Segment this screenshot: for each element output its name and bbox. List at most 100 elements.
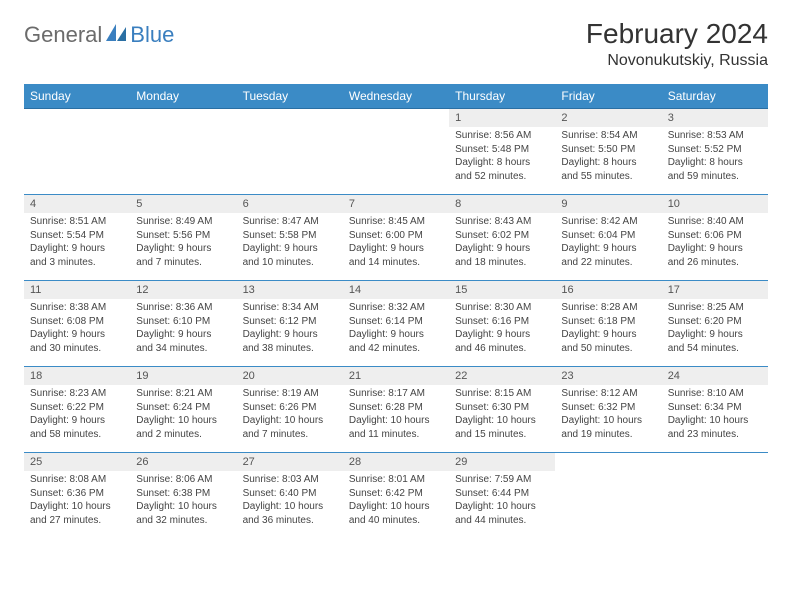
- sunset-line: Sunset: 5:50 PM: [561, 143, 655, 157]
- calendar-week-row: 11Sunrise: 8:38 AMSunset: 6:08 PMDayligh…: [24, 281, 768, 367]
- day-number: 18: [24, 367, 130, 385]
- daylight-line: Daylight: 9 hours and 42 minutes.: [349, 328, 443, 355]
- calendar-table: SundayMondayTuesdayWednesdayThursdayFrid…: [24, 84, 768, 539]
- day-data: Sunrise: 8:36 AMSunset: 6:10 PMDaylight:…: [130, 299, 236, 359]
- sunrise-line: Sunrise: 8:56 AM: [455, 129, 549, 143]
- day-number: 25: [24, 453, 130, 471]
- sunrise-line: Sunrise: 8:53 AM: [668, 129, 762, 143]
- sunset-line: Sunset: 6:04 PM: [561, 229, 655, 243]
- day-number: 29: [449, 453, 555, 471]
- day-data: Sunrise: 8:15 AMSunset: 6:30 PMDaylight:…: [449, 385, 555, 445]
- sunset-line: Sunset: 6:32 PM: [561, 401, 655, 415]
- sunset-line: Sunset: 6:14 PM: [349, 315, 443, 329]
- calendar-day-cell: 18Sunrise: 8:23 AMSunset: 6:22 PMDayligh…: [24, 367, 130, 453]
- logo-text-general: General: [24, 22, 102, 48]
- day-data: Sunrise: 8:10 AMSunset: 6:34 PMDaylight:…: [662, 385, 768, 445]
- calendar-day-cell: 20Sunrise: 8:19 AMSunset: 6:26 PMDayligh…: [237, 367, 343, 453]
- sunrise-line: Sunrise: 8:19 AM: [243, 387, 337, 401]
- sunrise-line: Sunrise: 8:01 AM: [349, 473, 443, 487]
- day-number: 21: [343, 367, 449, 385]
- day-data: Sunrise: 8:06 AMSunset: 6:38 PMDaylight:…: [130, 471, 236, 531]
- calendar-day-cell: 4Sunrise: 8:51 AMSunset: 5:54 PMDaylight…: [24, 195, 130, 281]
- sunset-line: Sunset: 6:02 PM: [455, 229, 549, 243]
- day-number: 23: [555, 367, 661, 385]
- day-number: 19: [130, 367, 236, 385]
- day-data: Sunrise: 8:42 AMSunset: 6:04 PMDaylight:…: [555, 213, 661, 273]
- calendar-empty-cell: [555, 453, 661, 539]
- sunset-line: Sunset: 6:30 PM: [455, 401, 549, 415]
- sunrise-line: Sunrise: 8:49 AM: [136, 215, 230, 229]
- day-data: Sunrise: 8:28 AMSunset: 6:18 PMDaylight:…: [555, 299, 661, 359]
- day-number: 20: [237, 367, 343, 385]
- day-data: Sunrise: 8:45 AMSunset: 6:00 PMDaylight:…: [343, 213, 449, 273]
- logo-text-blue: Blue: [130, 22, 174, 48]
- daylight-line: Daylight: 9 hours and 54 minutes.: [668, 328, 762, 355]
- weekday-header: Sunday: [24, 84, 130, 109]
- calendar-day-cell: 7Sunrise: 8:45 AMSunset: 6:00 PMDaylight…: [343, 195, 449, 281]
- day-number: 26: [130, 453, 236, 471]
- day-number: 16: [555, 281, 661, 299]
- sunrise-line: Sunrise: 8:47 AM: [243, 215, 337, 229]
- sunrise-line: Sunrise: 8:15 AM: [455, 387, 549, 401]
- sunset-line: Sunset: 6:36 PM: [30, 487, 124, 501]
- sunset-line: Sunset: 6:24 PM: [136, 401, 230, 415]
- sunset-line: Sunset: 5:58 PM: [243, 229, 337, 243]
- day-data: Sunrise: 8:49 AMSunset: 5:56 PMDaylight:…: [130, 213, 236, 273]
- sunset-line: Sunset: 6:42 PM: [349, 487, 443, 501]
- day-data: Sunrise: 8:40 AMSunset: 6:06 PMDaylight:…: [662, 213, 768, 273]
- sunset-line: Sunset: 5:54 PM: [30, 229, 124, 243]
- sunrise-line: Sunrise: 8:12 AM: [561, 387, 655, 401]
- sunset-line: Sunset: 6:10 PM: [136, 315, 230, 329]
- day-data: Sunrise: 8:53 AMSunset: 5:52 PMDaylight:…: [662, 127, 768, 187]
- calendar-day-cell: 13Sunrise: 8:34 AMSunset: 6:12 PMDayligh…: [237, 281, 343, 367]
- calendar-day-cell: 15Sunrise: 8:30 AMSunset: 6:16 PMDayligh…: [449, 281, 555, 367]
- weekday-header-row: SundayMondayTuesdayWednesdayThursdayFrid…: [24, 84, 768, 109]
- calendar-day-cell: 17Sunrise: 8:25 AMSunset: 6:20 PMDayligh…: [662, 281, 768, 367]
- day-data: Sunrise: 8:25 AMSunset: 6:20 PMDaylight:…: [662, 299, 768, 359]
- calendar-week-row: 18Sunrise: 8:23 AMSunset: 6:22 PMDayligh…: [24, 367, 768, 453]
- sunset-line: Sunset: 6:18 PM: [561, 315, 655, 329]
- day-data: Sunrise: 8:23 AMSunset: 6:22 PMDaylight:…: [24, 385, 130, 445]
- calendar-day-cell: 22Sunrise: 8:15 AMSunset: 6:30 PMDayligh…: [449, 367, 555, 453]
- calendar-day-cell: 28Sunrise: 8:01 AMSunset: 6:42 PMDayligh…: [343, 453, 449, 539]
- day-data: Sunrise: 8:17 AMSunset: 6:28 PMDaylight:…: [343, 385, 449, 445]
- weekday-header: Monday: [130, 84, 236, 109]
- day-number: 28: [343, 453, 449, 471]
- calendar-week-row: 25Sunrise: 8:08 AMSunset: 6:36 PMDayligh…: [24, 453, 768, 539]
- daylight-line: Daylight: 10 hours and 15 minutes.: [455, 414, 549, 441]
- calendar-day-cell: 16Sunrise: 8:28 AMSunset: 6:18 PMDayligh…: [555, 281, 661, 367]
- sunset-line: Sunset: 6:20 PM: [668, 315, 762, 329]
- sunset-line: Sunset: 6:06 PM: [668, 229, 762, 243]
- sunset-line: Sunset: 6:34 PM: [668, 401, 762, 415]
- calendar-empty-cell: [24, 109, 130, 195]
- daylight-line: Daylight: 9 hours and 7 minutes.: [136, 242, 230, 269]
- daylight-line: Daylight: 10 hours and 44 minutes.: [455, 500, 549, 527]
- weekday-header: Saturday: [662, 84, 768, 109]
- daylight-line: Daylight: 10 hours and 7 minutes.: [243, 414, 337, 441]
- day-data: Sunrise: 8:12 AMSunset: 6:32 PMDaylight:…: [555, 385, 661, 445]
- day-data: Sunrise: 8:30 AMSunset: 6:16 PMDaylight:…: [449, 299, 555, 359]
- sunset-line: Sunset: 6:28 PM: [349, 401, 443, 415]
- daylight-line: Daylight: 10 hours and 36 minutes.: [243, 500, 337, 527]
- daylight-line: Daylight: 9 hours and 18 minutes.: [455, 242, 549, 269]
- page-title: February 2024: [586, 18, 768, 50]
- day-number: 22: [449, 367, 555, 385]
- calendar-day-cell: 9Sunrise: 8:42 AMSunset: 6:04 PMDaylight…: [555, 195, 661, 281]
- calendar-week-row: 1Sunrise: 8:56 AMSunset: 5:48 PMDaylight…: [24, 109, 768, 195]
- daylight-line: Daylight: 10 hours and 2 minutes.: [136, 414, 230, 441]
- calendar-day-cell: 12Sunrise: 8:36 AMSunset: 6:10 PMDayligh…: [130, 281, 236, 367]
- daylight-line: Daylight: 9 hours and 58 minutes.: [30, 414, 124, 441]
- daylight-line: Daylight: 10 hours and 19 minutes.: [561, 414, 655, 441]
- day-number: 12: [130, 281, 236, 299]
- day-data: Sunrise: 8:21 AMSunset: 6:24 PMDaylight:…: [130, 385, 236, 445]
- calendar-day-cell: 14Sunrise: 8:32 AMSunset: 6:14 PMDayligh…: [343, 281, 449, 367]
- sunrise-line: Sunrise: 8:38 AM: [30, 301, 124, 315]
- sunrise-line: Sunrise: 8:43 AM: [455, 215, 549, 229]
- calendar-empty-cell: [237, 109, 343, 195]
- day-number: 17: [662, 281, 768, 299]
- day-data: Sunrise: 8:19 AMSunset: 6:26 PMDaylight:…: [237, 385, 343, 445]
- daylight-line: Daylight: 9 hours and 46 minutes.: [455, 328, 549, 355]
- location-text: Novonukutskiy, Russia: [586, 52, 768, 70]
- calendar-empty-cell: [662, 453, 768, 539]
- sunrise-line: Sunrise: 8:10 AM: [668, 387, 762, 401]
